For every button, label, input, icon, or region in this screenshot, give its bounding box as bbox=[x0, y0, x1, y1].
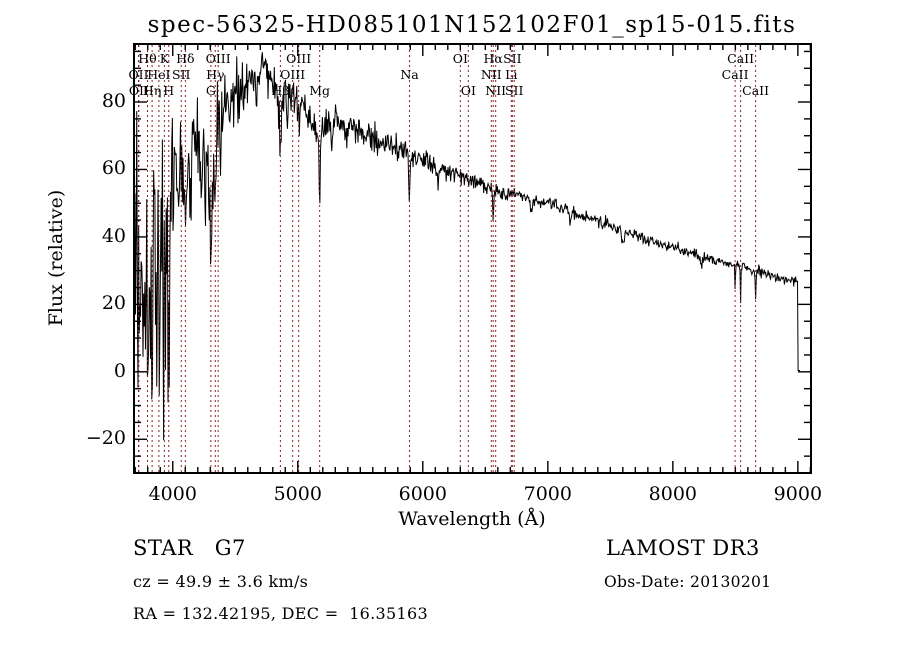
line-label-sii: SII bbox=[503, 51, 522, 66]
line-label-oi: OI bbox=[452, 51, 468, 66]
line-label-hθ: Hθ bbox=[138, 51, 157, 66]
y-tick-label: 40 bbox=[101, 224, 126, 247]
line-label-oiii: OIII bbox=[280, 67, 306, 82]
line-label-nii: NII bbox=[480, 67, 502, 82]
line-label-nii: NII bbox=[485, 83, 507, 98]
y-tick-label: 60 bbox=[101, 157, 126, 180]
line-label-h: H bbox=[163, 83, 175, 98]
ra-dec-text: RA = 132.42195, DEC = 16.35163 bbox=[133, 604, 428, 623]
line-label-hη: Hη bbox=[142, 83, 162, 98]
line-label-mg: Mg bbox=[309, 83, 331, 98]
y-axis-label: Flux (relative) bbox=[45, 189, 67, 327]
line-label-oii: OII bbox=[128, 83, 149, 98]
y-tick-label: −20 bbox=[85, 427, 126, 450]
plot-title: spec-56325-HD085101N152102F01_sp15-015.f… bbox=[147, 12, 797, 38]
line-label-sii: SII bbox=[504, 83, 524, 98]
y-tick-label: 20 bbox=[101, 292, 126, 315]
line-label-sii: SII bbox=[172, 67, 191, 82]
y-tick-label: 0 bbox=[113, 359, 126, 382]
line-label-hγ: Hγ bbox=[206, 67, 225, 82]
spectrum-trace bbox=[134, 52, 800, 441]
line-label-oi: OI bbox=[460, 83, 476, 98]
line-label-g: G bbox=[205, 83, 216, 98]
x-tick-label: 6000 bbox=[398, 483, 447, 505]
line-label-oiii: OIII bbox=[205, 51, 231, 66]
survey-text: LAMOST DR3 bbox=[606, 536, 760, 560]
cz-text: cz = 49.9 ± 3.6 km/s bbox=[133, 572, 309, 591]
x-tick-label: 9000 bbox=[773, 483, 823, 505]
line-label-na: Na bbox=[400, 67, 419, 82]
line-label-hα: Hα bbox=[483, 51, 503, 66]
line-label-caii: CaII bbox=[721, 67, 749, 82]
line-label-hδ: Hδ bbox=[176, 51, 195, 66]
x-tick-label: 5000 bbox=[273, 483, 322, 505]
x-tick-label: 8000 bbox=[648, 483, 698, 505]
line-label-hβ: Hβ bbox=[271, 83, 290, 98]
line-label-caii: CaII bbox=[727, 51, 755, 66]
line-label-oiii: OIII bbox=[286, 51, 312, 66]
line-label-k: K bbox=[159, 51, 170, 66]
x-tick-label: 7000 bbox=[523, 483, 572, 505]
line-label-hei: HeI bbox=[147, 67, 171, 82]
line-label-li: Li bbox=[505, 67, 518, 82]
obs-date-text: Obs-Date: 20130201 bbox=[604, 573, 772, 591]
line-label-oii: OII bbox=[128, 67, 149, 82]
x-tick-label: 4000 bbox=[148, 483, 197, 505]
y-tick-label: 80 bbox=[101, 90, 126, 112]
line-label-caii: CaII bbox=[742, 83, 770, 98]
x-axis-label: Wavelength (Å) bbox=[398, 508, 546, 530]
classification-text: STAR G7 bbox=[133, 536, 246, 560]
